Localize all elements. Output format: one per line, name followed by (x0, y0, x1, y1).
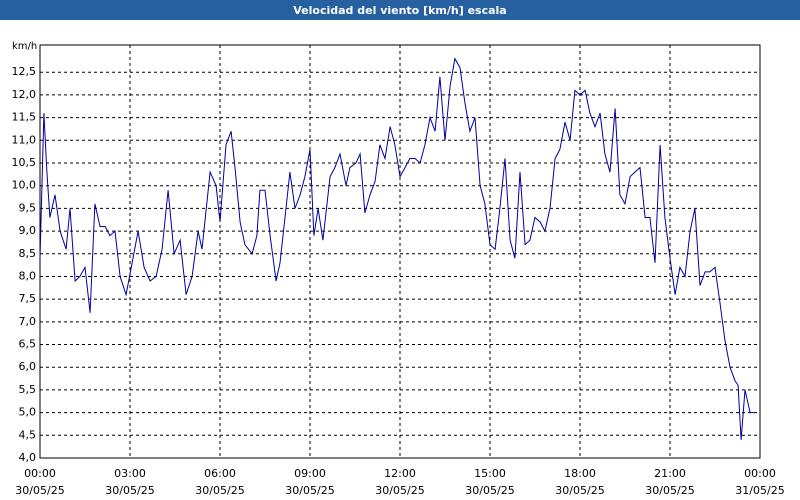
y-tick-label: 9,5 (19, 201, 37, 214)
x-tick-label: 21:00 (654, 467, 686, 480)
x-tick-date: 30/05/25 (465, 484, 514, 497)
chart-title: Velocidad del viento [km/h] escala (293, 4, 506, 17)
x-tick-label: 18:00 (564, 467, 596, 480)
y-tick-label: 7,0 (19, 315, 37, 328)
x-tick-date: 30/05/25 (285, 484, 334, 497)
x-tick-label: 12:00 (384, 467, 416, 480)
x-tick-date: 30/05/25 (375, 484, 424, 497)
x-tick-label: 15:00 (474, 467, 506, 480)
y-tick-label: 8,5 (19, 247, 37, 260)
y-tick-label: 8,0 (19, 269, 37, 282)
x-tick-date: 31/05/25 (735, 484, 784, 497)
x-tick-date: 30/05/25 (645, 484, 694, 497)
y-tick-label: 11,5 (12, 111, 37, 124)
y-tick-label: 12,5 (12, 65, 37, 78)
y-tick-label: 12,0 (12, 88, 37, 101)
y-tick-label: 5,0 (19, 406, 37, 419)
x-tick-date: 30/05/25 (555, 484, 604, 497)
y-tick-label: 4,5 (19, 428, 37, 441)
y-tick-label: 7,5 (19, 292, 37, 305)
x-tick-date: 30/05/25 (15, 484, 64, 497)
x-tick-date: 30/05/25 (105, 484, 154, 497)
y-tick-label: 9,0 (19, 224, 37, 237)
title-bar (0, 0, 800, 20)
x-tick-label: 00:00 (744, 467, 776, 480)
x-tick-date: 30/05/25 (195, 484, 244, 497)
y-tick-label: 10,5 (12, 156, 37, 169)
y-tick-label: 10,0 (12, 179, 37, 192)
data-line (39, 57, 755, 440)
y-axis-unit: km/h (12, 41, 37, 52)
x-tick-label: 06:00 (204, 467, 236, 480)
x-tick-label: 09:00 (294, 467, 326, 480)
y-tick-label: 4,0 (19, 451, 37, 464)
x-tick-label: 00:00 (24, 467, 56, 480)
y-tick-label: 6,5 (19, 338, 37, 351)
x-tick-label: 03:00 (114, 467, 146, 480)
y-tick-label: 11,0 (12, 133, 37, 146)
y-tick-label: 5,5 (19, 383, 37, 396)
y-tick-label: 6,0 (19, 360, 37, 373)
